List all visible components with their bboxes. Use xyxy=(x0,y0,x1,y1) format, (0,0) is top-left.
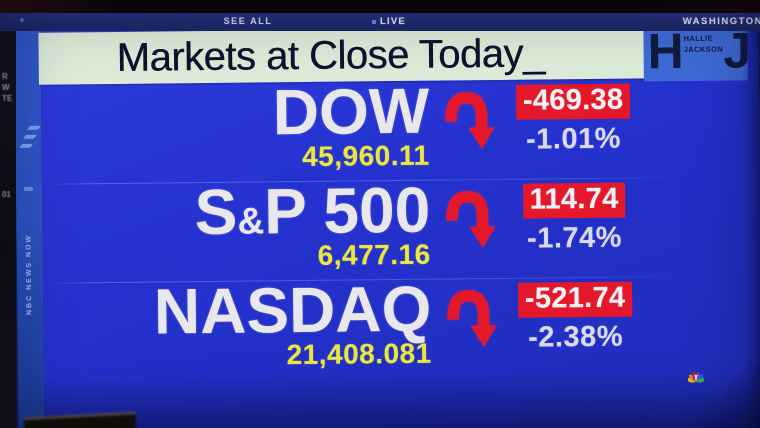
rail-dash-icon xyxy=(23,186,34,191)
player-dot-icon xyxy=(20,18,24,22)
down-arrow-icon xyxy=(444,183,497,265)
bg-text-fragment: TE xyxy=(2,94,13,103)
live-label: LIVE xyxy=(380,16,406,27)
percent-change: -1.74% xyxy=(526,221,623,255)
rail-vertical-label: NBC NEWS NOW xyxy=(25,233,34,316)
market-rows: DOW 45,960.11 -469.38 -1.01% xyxy=(41,74,760,382)
byline-name-line2: JACKSON xyxy=(683,44,724,54)
index-name: S&P 500 xyxy=(194,173,431,249)
percent-change: -2.38% xyxy=(527,320,624,354)
down-arrow-icon xyxy=(445,282,498,364)
page-title: Markets at Close Today_ xyxy=(116,30,545,80)
bg-text-fragment: 01 xyxy=(2,190,11,199)
left-edge-strip: R W TE 01 xyxy=(0,31,16,428)
byline-name: HALLIE JACKSON xyxy=(684,33,724,55)
nbc-streaks-icon xyxy=(18,125,41,153)
peacock-icon xyxy=(686,371,706,389)
percent-change: -1.01% xyxy=(525,122,622,156)
screen-bottom-shade xyxy=(43,370,760,428)
market-row-dow: DOW 45,960.11 -469.38 -1.01% xyxy=(41,74,760,184)
market-panel: Markets at Close Today_ H HALLIE JACKSON… xyxy=(38,21,760,428)
change-badge: -469.38 xyxy=(515,83,631,120)
byline-name-line1: HALLIE xyxy=(683,33,714,43)
market-row-nasdaq: NASDAQ 21,408.081 -521.74 -2.38% xyxy=(43,272,760,382)
live-badge[interactable]: LIVE xyxy=(372,16,406,27)
bg-text-fragment: W xyxy=(2,83,10,92)
down-arrow-icon xyxy=(443,84,496,166)
change-badge: 114.74 xyxy=(522,182,626,219)
see-all-button[interactable]: SEE ALL xyxy=(223,16,273,26)
index-name: NASDAQ xyxy=(153,272,432,348)
bg-text-fragment: R xyxy=(2,72,8,81)
screen-top-edge xyxy=(0,0,760,13)
live-dot-icon xyxy=(372,19,376,24)
player-bar: SEE ALL LIVE WASHINGTON xyxy=(0,13,760,31)
broadcast-area: NBC NEWS NOW Markets at Close Today_ H H… xyxy=(14,21,760,428)
change-badge: -521.74 xyxy=(517,281,633,318)
index-name: DOW xyxy=(272,74,430,149)
ampersand: & xyxy=(237,199,265,242)
location-label: WASHINGTON xyxy=(682,16,760,27)
market-row-sp500: S&P 500 6,477.16 114.74 -1.74% xyxy=(42,173,760,283)
